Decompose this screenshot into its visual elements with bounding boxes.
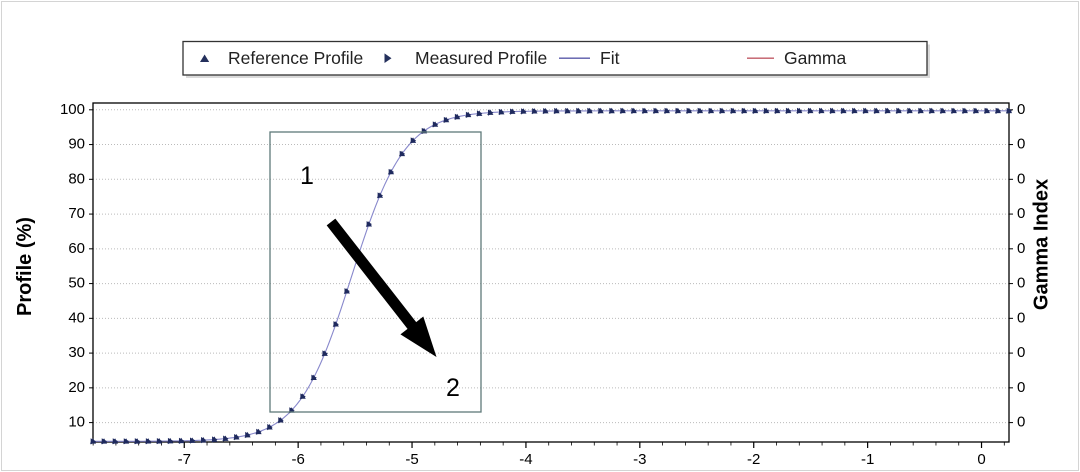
- svg-text:-3: -3: [633, 451, 646, 468]
- svg-text:30: 30: [68, 344, 85, 361]
- svg-text:0: 0: [1017, 101, 1025, 118]
- svg-text:60: 60: [68, 240, 85, 257]
- svg-text:-5: -5: [405, 451, 418, 468]
- svg-text:Gamma: Gamma: [784, 48, 847, 68]
- svg-text:0: 0: [1017, 205, 1025, 222]
- svg-text:1: 1: [300, 162, 314, 190]
- svg-text:100: 100: [60, 101, 85, 118]
- svg-text:0: 0: [977, 451, 985, 468]
- svg-text:50: 50: [68, 275, 85, 292]
- svg-text:0: 0: [1017, 379, 1025, 396]
- svg-text:-4: -4: [519, 451, 532, 468]
- svg-text:Measured Profile: Measured Profile: [415, 48, 547, 68]
- svg-text:70: 70: [68, 205, 85, 222]
- svg-text:0: 0: [1017, 240, 1025, 257]
- svg-text:Reference Profile: Reference Profile: [228, 48, 363, 68]
- svg-text:90: 90: [68, 136, 85, 153]
- svg-text:80: 80: [68, 170, 85, 187]
- svg-text:0: 0: [1017, 275, 1025, 292]
- svg-text:0: 0: [1017, 136, 1025, 153]
- svg-text:-7: -7: [178, 451, 191, 468]
- svg-text:-1: -1: [861, 451, 874, 468]
- svg-text:Profile (%): Profile (%): [14, 217, 36, 316]
- svg-text:-2: -2: [747, 451, 760, 468]
- svg-text:Fit: Fit: [600, 48, 620, 68]
- svg-text:0: 0: [1017, 344, 1025, 361]
- svg-text:Gamma Index: Gamma Index: [1031, 179, 1053, 310]
- svg-text:10: 10: [68, 414, 85, 431]
- svg-text:0: 0: [1017, 414, 1025, 431]
- svg-text:40: 40: [68, 309, 85, 326]
- svg-text:2: 2: [446, 374, 460, 402]
- svg-text:-6: -6: [291, 451, 304, 468]
- svg-text:20: 20: [68, 379, 85, 396]
- svg-text:0: 0: [1017, 170, 1025, 187]
- svg-text:0: 0: [1017, 309, 1025, 326]
